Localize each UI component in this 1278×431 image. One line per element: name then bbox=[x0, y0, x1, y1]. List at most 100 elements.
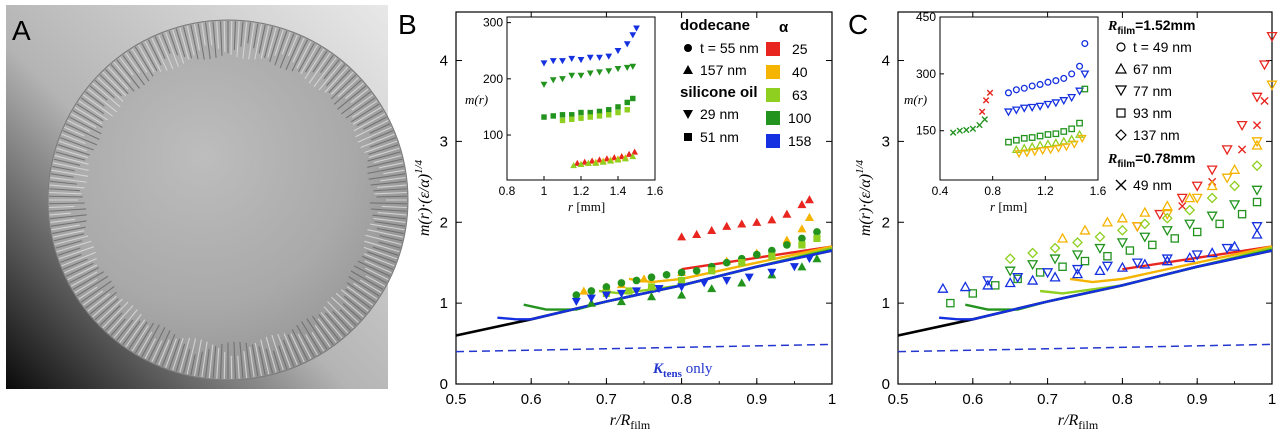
marker-square bbox=[684, 133, 692, 141]
marker-cross bbox=[1178, 201, 1187, 211]
wrinkle bbox=[374, 191, 407, 195]
legend-alpha-title: α bbox=[779, 19, 789, 36]
marker-triangle-down-open bbox=[1161, 209, 1173, 221]
wrinkle bbox=[99, 305, 121, 326]
wrinkle bbox=[82, 290, 104, 306]
theory-curve bbox=[1069, 245, 1273, 284]
marker-triangle-up bbox=[592, 159, 600, 166]
marker-triangle-up bbox=[585, 159, 592, 166]
wrinkle bbox=[373, 154, 402, 164]
marker-triangle-up-open bbox=[1228, 240, 1241, 251]
wrinkle bbox=[69, 267, 100, 284]
wrinkle bbox=[161, 33, 171, 54]
wrinkle bbox=[223, 351, 226, 379]
wrinkle bbox=[144, 338, 156, 359]
marker-cross bbox=[969, 125, 977, 133]
marker-triangle-up-open bbox=[1161, 255, 1173, 266]
legend-c-entry-5: 137 nm bbox=[1133, 127, 1180, 143]
wrinkle bbox=[350, 270, 384, 290]
marker-triangle-down-open bbox=[1004, 266, 1016, 277]
marker-triangle-down-open bbox=[1191, 181, 1203, 192]
wrinkle bbox=[52, 226, 86, 235]
wrinkle bbox=[193, 339, 202, 376]
marker-triangle-down-open bbox=[1027, 260, 1039, 271]
wrinkle bbox=[119, 57, 134, 76]
wrinkle bbox=[49, 188, 81, 192]
marker-triangle-down-open bbox=[1067, 93, 1077, 103]
marker-square-open bbox=[1116, 108, 1126, 118]
wrinkle bbox=[56, 240, 92, 253]
wrinkle bbox=[82, 94, 113, 117]
wrinkle bbox=[281, 32, 291, 55]
marker-triangle-up-open bbox=[1027, 274, 1039, 285]
marker-diamond-open bbox=[1251, 160, 1263, 172]
wrinkle bbox=[99, 74, 122, 97]
marker-triangle-down bbox=[623, 64, 631, 71]
wrinkle bbox=[205, 22, 211, 60]
wrinkle bbox=[113, 309, 138, 339]
inset-x-label-c: r [mm] bbox=[990, 199, 1027, 214]
inset-x-tick-label: 1 bbox=[541, 184, 548, 198]
wrinkle bbox=[283, 333, 298, 366]
wrinkle bbox=[324, 66, 349, 93]
panel-c: C 0.5 0.6 0.7 0.8 0.9 1 0 1 2 3 4 m(r)·(ε/α)1/4 r/… bbox=[848, 9, 1278, 431]
inset-y-tick-label: 100 bbox=[483, 128, 503, 142]
wrinkle bbox=[271, 334, 284, 371]
marker-triangle-up bbox=[625, 150, 633, 157]
wrinkle bbox=[291, 329, 309, 361]
wrinkle bbox=[116, 59, 141, 89]
marker-triangle-up bbox=[614, 156, 622, 163]
wrinkle bbox=[304, 48, 325, 80]
marker-triangle-down-open bbox=[1053, 144, 1064, 153]
wrinkle bbox=[357, 126, 392, 143]
wrinkle bbox=[344, 82, 364, 100]
marker-triangle-down-open bbox=[1069, 140, 1079, 149]
marker-triangle-up-open bbox=[1184, 192, 1196, 203]
wrinkle bbox=[193, 24, 201, 51]
wrinkle bbox=[216, 347, 220, 379]
wrinkle bbox=[190, 354, 196, 376]
wrinkle bbox=[370, 180, 407, 186]
wrinkle bbox=[323, 59, 340, 80]
inset-y-tick-label: 150 bbox=[916, 124, 936, 138]
wrinkle bbox=[335, 292, 364, 318]
marker-triangle-down-open bbox=[1027, 103, 1037, 112]
marker-square bbox=[798, 241, 806, 249]
swatch-100 bbox=[766, 111, 780, 125]
marker-circle bbox=[768, 246, 776, 255]
wrinkle bbox=[367, 158, 403, 168]
marker-square bbox=[541, 114, 547, 120]
marker-triangle-down-open bbox=[1046, 146, 1056, 155]
wrinkle bbox=[212, 21, 217, 58]
marker-triangle-up bbox=[722, 221, 732, 230]
wrinkle bbox=[76, 103, 104, 122]
marker-triangle-down-open bbox=[1022, 149, 1032, 158]
marker-triangle-down bbox=[605, 53, 613, 60]
marker-triangle-down-open bbox=[1184, 219, 1196, 230]
wrinkle bbox=[49, 195, 83, 198]
marker-triangle-up bbox=[631, 148, 639, 155]
wrinkle bbox=[219, 21, 223, 56]
marker-triangle-down-open bbox=[1206, 211, 1218, 222]
marker-square bbox=[596, 113, 603, 119]
wrinkle bbox=[62, 258, 88, 270]
marker-triangle-up bbox=[804, 195, 814, 204]
ktens-annotation: Ktens only bbox=[652, 361, 713, 380]
marker-cross bbox=[1252, 121, 1262, 130]
inset-x-tick-label: 1.2 bbox=[573, 184, 590, 198]
legend-silicone: silicone oil bbox=[680, 84, 758, 101]
marker-square-open bbox=[1058, 262, 1067, 271]
wrinkle bbox=[50, 177, 87, 183]
marker-triangle-up bbox=[692, 229, 702, 238]
marker-triangle-down-open bbox=[1061, 143, 1071, 152]
wrinkle bbox=[212, 346, 217, 379]
marker-triangle-up-open bbox=[982, 279, 994, 290]
wrinkle bbox=[245, 342, 251, 378]
marker-diamond-open bbox=[1115, 129, 1127, 141]
wrinkle bbox=[265, 336, 277, 373]
wrinkle bbox=[179, 27, 190, 60]
x-tick-label: 0.6 bbox=[521, 391, 542, 408]
marker-triangle-down bbox=[614, 65, 622, 73]
marker-circle bbox=[617, 279, 626, 287]
marker-square-open bbox=[1103, 251, 1112, 261]
